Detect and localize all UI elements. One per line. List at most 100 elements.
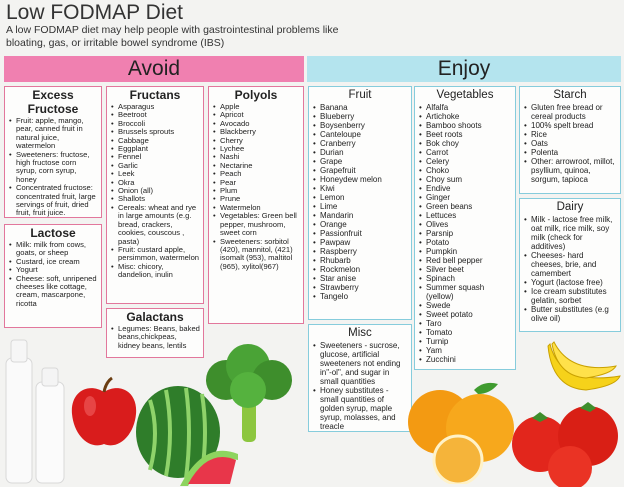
list-item: Fruit: apple, mango, pear, canned fruit … [9,116,98,151]
list-item: Nashi [213,153,300,163]
list-item: Milk: milk from cows, goats, or sheep [9,240,98,258]
list-item: Celery [419,157,512,166]
list-item: Strawberry [313,283,408,292]
list-item: Banana [313,103,408,112]
list-item: Pumpkin [419,247,512,256]
vegetables-box: Vegetables AlfalfaArtichokeBamboo shoots… [414,86,516,370]
apple-image [71,376,137,446]
list-item: Spinach [419,274,512,283]
page-title: Low FODMAP Diet [6,1,183,24]
list-item: Cherry [213,136,300,146]
vegetables-list: AlfalfaArtichokeBamboo shootsBeet rootsB… [418,103,512,364]
watermelon-image [136,386,238,486]
list-item: Cheeses- hard cheeses, brie, and camembe… [524,251,617,278]
list-item: Bamboo shoots [419,121,512,130]
list-item: Yogurt [9,265,98,275]
list-item: Beet roots [419,130,512,139]
list-item: Cabbage [111,136,200,146]
misc-title: Misc [348,327,372,339]
lactose-list: Milk: milk from cows, goats, or sheepCus… [8,240,98,309]
list-item: Lemon [313,193,408,202]
bananas-image [547,341,621,391]
list-item: Potato [419,238,512,247]
dairy-box: Dairy Milk - lactose free milk, oat milk… [519,198,621,332]
list-item: Shallots [111,195,200,205]
list-item: Choy sum [419,175,512,184]
list-item: Avocado [213,119,300,129]
list-item: Peach [213,169,300,179]
list-item: Butter substitutes (e.g olive oil) [524,305,617,323]
list-item: Swede [419,301,512,310]
fruit-title: Fruit [348,89,372,101]
list-item: Legumes: Beans, baked beans,chickpeas, k… [111,324,200,350]
list-item: Asparagus [111,102,200,112]
list-item: Star anise [313,274,408,283]
galactans-list: Legumes: Beans, baked beans,chickpeas, k… [110,324,200,350]
starch-title: Starch [553,89,587,101]
list-item: Concentrated fructose: concentrated frui… [9,184,98,217]
list-item: Pear [213,178,300,188]
list-item: Kiwi [313,184,408,193]
list-item: Tomato [419,328,512,337]
fruit-list: BananaBlueberryBoysenberryCanteloupeCran… [312,103,408,301]
list-item: Milk - lactose free milk, oat milk, rice… [524,215,617,251]
enjoy-heading: Enjoy [307,56,621,82]
list-item: Yam [419,346,512,355]
list-item: Canteloupe [313,130,408,139]
tomatoes-image [512,402,618,487]
list-item: Silver beet [419,265,512,274]
list-item: Zucchini [419,355,512,364]
list-item: Nectarine [213,161,300,171]
list-item: Rhubarb [313,256,408,265]
list-item: Alfalfa [419,103,512,112]
broccoli-image [206,344,292,442]
list-item: Yogurt (lactose free) [524,278,617,287]
list-item: Taro [419,319,512,328]
polyols-box: Polyols AppleApricotAvocadoBlackberryChe… [208,86,304,324]
list-item: Durian [313,148,408,157]
list-item: Ice cream substitutes gelatin, sorbet [524,287,617,305]
list-item: Rockmelon [313,265,408,274]
galactans-box: Galactans Legumes: Beans, baked beans,ch… [106,308,204,358]
list-item: Prune [213,195,300,205]
list-item: Olives [419,220,512,229]
list-item: Other: arrowroot, millot, psyllium, quin… [524,157,617,184]
list-item: Sweeteners: sorbitol (420), mannitol, (4… [213,237,300,272]
list-item: Blackberry [213,127,300,137]
vegetables-title: Vegetables [436,89,494,101]
list-item: Fruit: custard apple, persimmon, waterme… [111,245,200,263]
list-item: Cheese: soft, unripened cheeses like cot… [9,274,98,309]
list-item: Pawpaw [313,238,408,247]
list-item: Sweet potato [419,310,512,319]
list-item: Summer squash (yellow) [419,283,512,301]
list-item: Eggplant [111,144,200,154]
dairy-title: Dairy [556,201,584,213]
list-item: Parsnip [419,229,512,238]
list-item: Honey substitutes - small quantities of … [313,386,408,431]
list-item: Onion (all) [111,186,200,196]
list-item: Apple [213,102,300,112]
list-item: Beetroot [111,110,200,120]
list-item: Gluten free bread or cereal products [524,103,617,121]
list-item: Raspberry [313,247,408,256]
list-item: Endive [419,184,512,193]
list-item: Cranberry [313,139,408,148]
list-item: Choko [419,166,512,175]
list-item: Carrot [419,148,512,157]
excess-fructose-title: Excess Fructose [27,88,79,116]
list-item: Red bell pepper [419,256,512,265]
polyols-list: AppleApricotAvocadoBlackberryCherryLyche… [212,102,300,272]
list-item: Misc: chicory, dandelion, inulin [111,262,200,280]
fruit-box: Fruit BananaBlueberryBoysenberryCantelou… [308,86,412,320]
list-item: Sweeteners: fructose, high fructose corn… [9,150,98,185]
list-item: Grapefruit [313,166,408,175]
list-item: Brussels sprouts [111,127,200,137]
list-item: Turnip [419,337,512,346]
misc-box: Misc Sweeteners - sucrose, glucose, arti… [308,324,412,432]
lactose-box: Lactose Milk: milk from cows, goats, or … [4,224,102,328]
list-item: Lychee [213,144,300,154]
galactans-title: Galactans [126,310,184,324]
list-item: Lettuces [419,211,512,220]
list-item: Passionfruit [313,229,408,238]
starch-box: Starch Gluten free bread or cereal produ… [519,86,621,194]
